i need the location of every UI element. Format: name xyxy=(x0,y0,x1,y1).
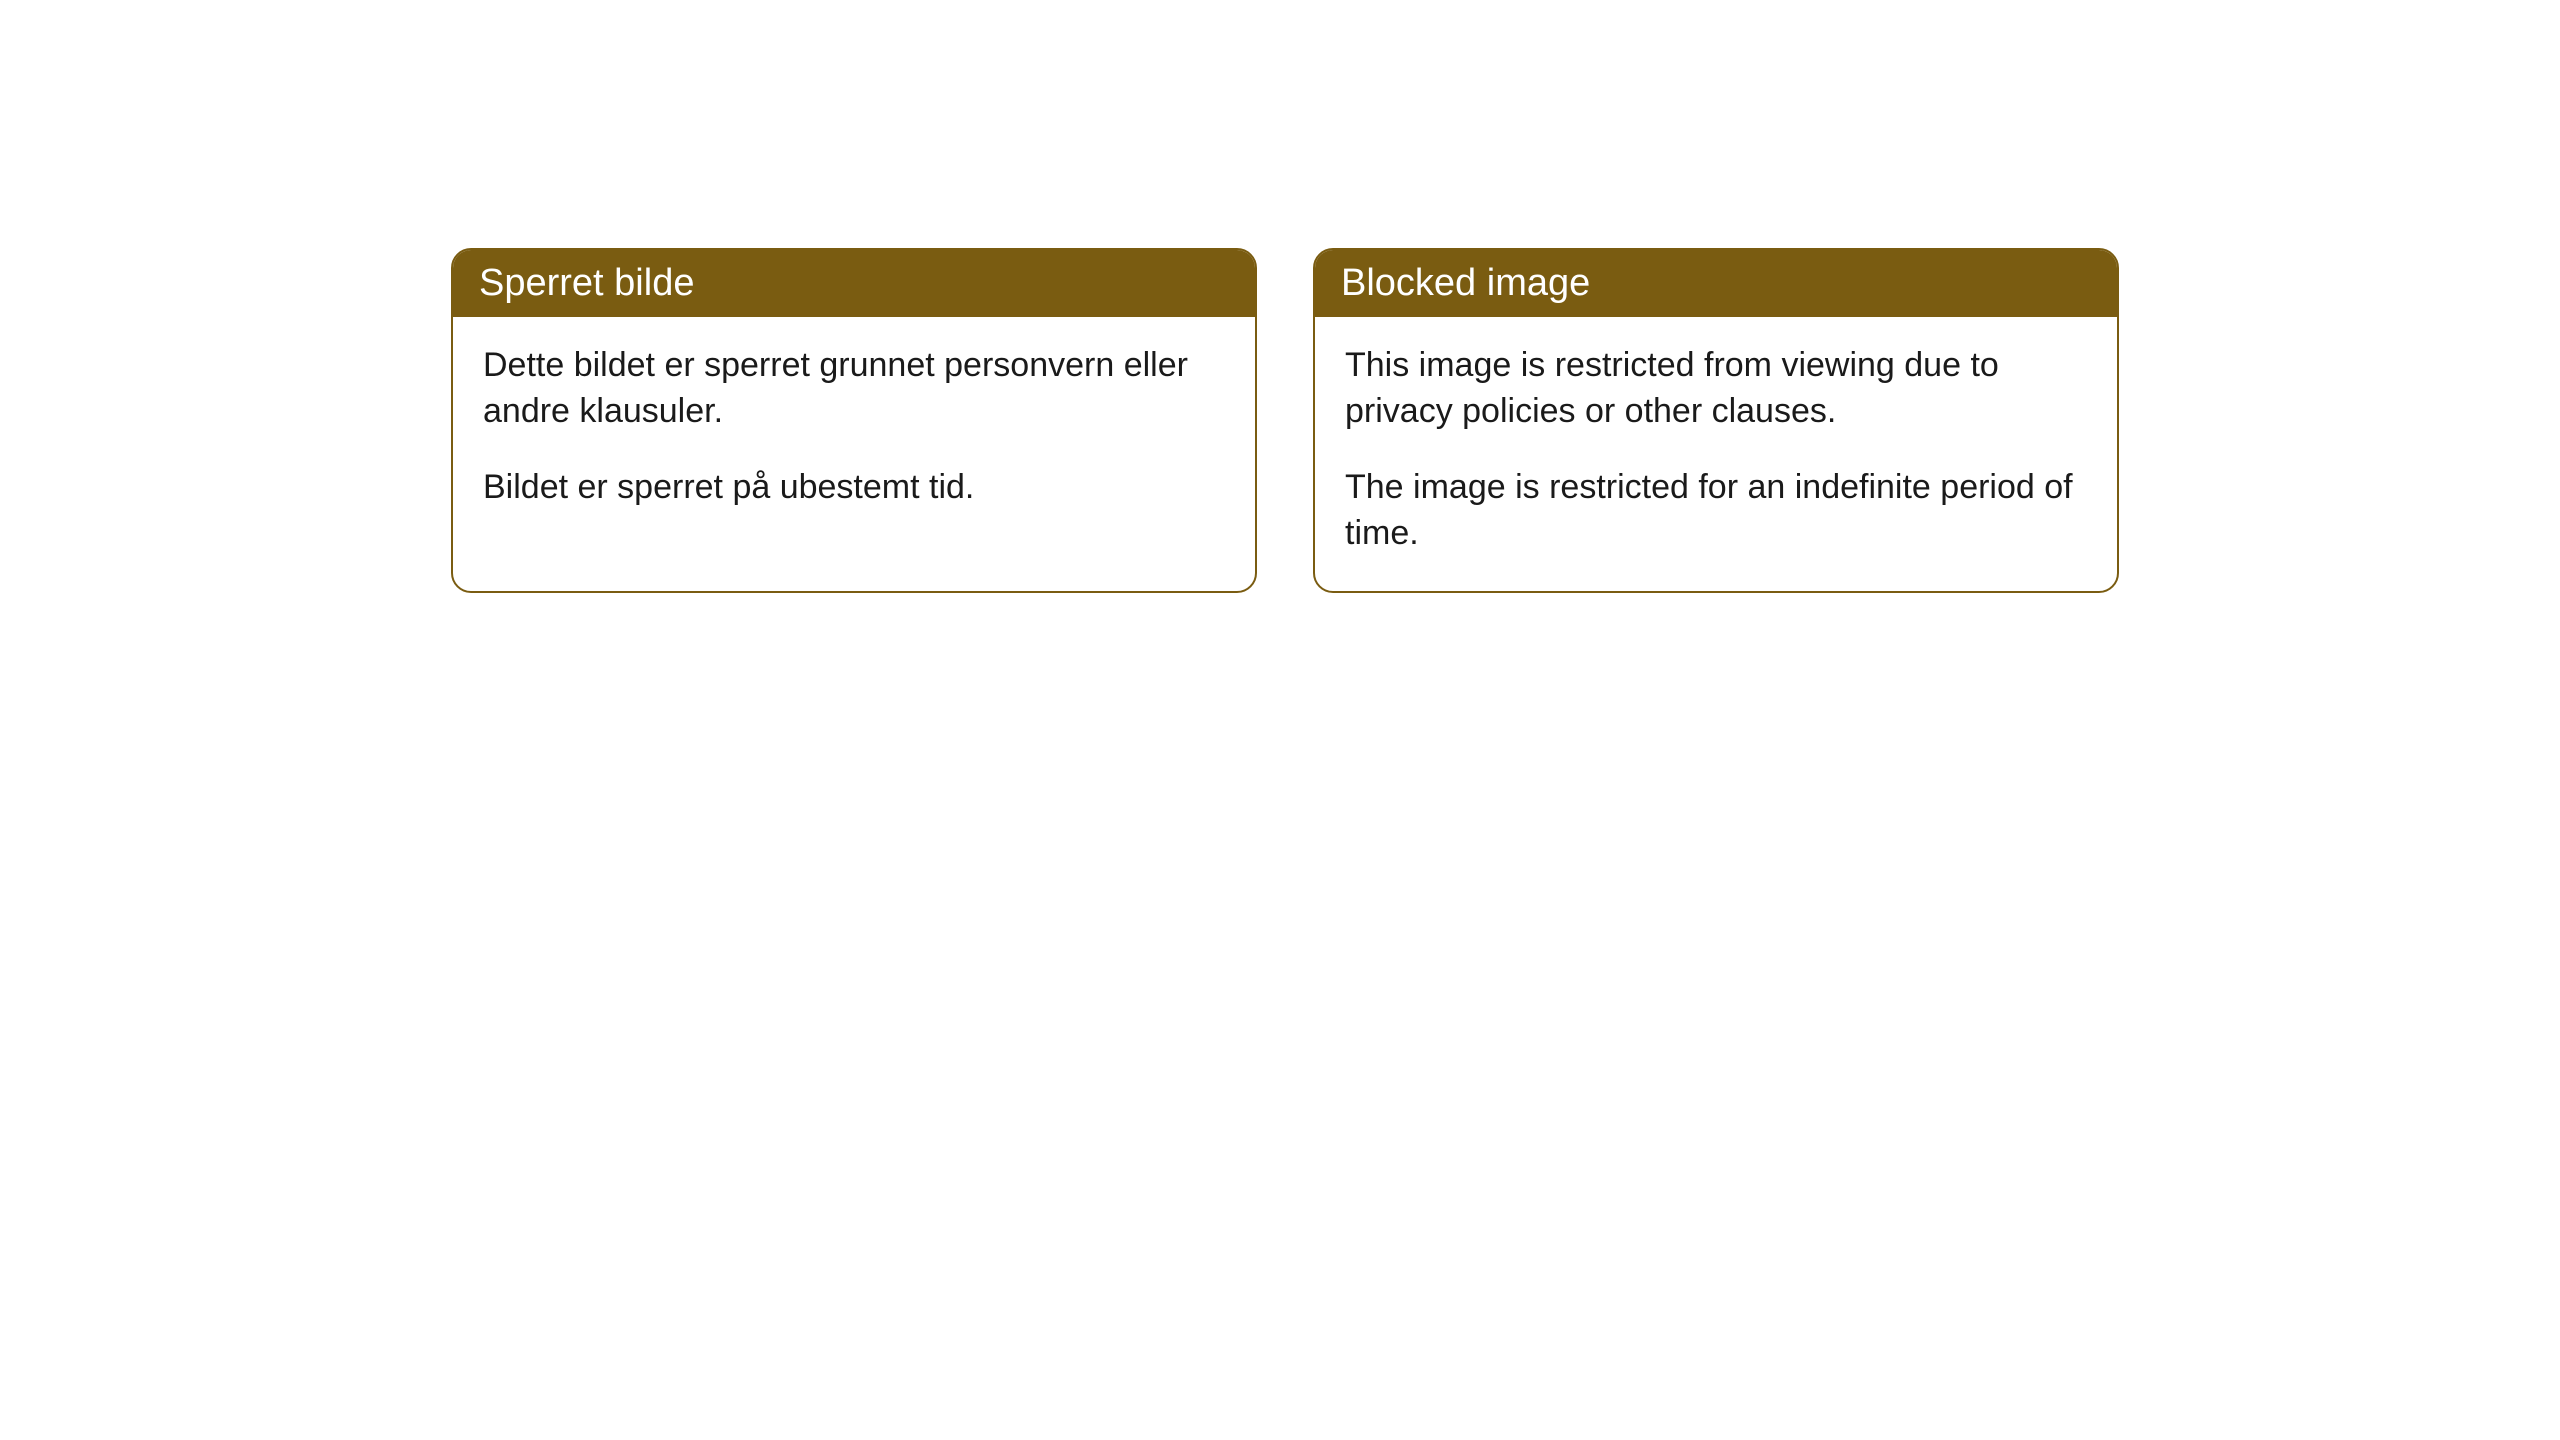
card-header-english: Blocked image xyxy=(1315,250,2117,317)
notice-text-norwegian-2: Bildet er sperret på ubestemt tid. xyxy=(483,465,1225,511)
blocked-image-card-english: Blocked image This image is restricted f… xyxy=(1313,248,2119,593)
notice-cards-container: Sperret bilde Dette bildet er sperret gr… xyxy=(451,248,2119,593)
notice-text-norwegian-1: Dette bildet er sperret grunnet personve… xyxy=(483,343,1225,435)
card-body-norwegian: Dette bildet er sperret grunnet personve… xyxy=(453,317,1255,545)
card-header-norwegian: Sperret bilde xyxy=(453,250,1255,317)
card-body-english: This image is restricted from viewing du… xyxy=(1315,317,2117,591)
blocked-image-card-norwegian: Sperret bilde Dette bildet er sperret gr… xyxy=(451,248,1257,593)
notice-text-english-1: This image is restricted from viewing du… xyxy=(1345,343,2087,435)
notice-text-english-2: The image is restricted for an indefinit… xyxy=(1345,465,2087,557)
